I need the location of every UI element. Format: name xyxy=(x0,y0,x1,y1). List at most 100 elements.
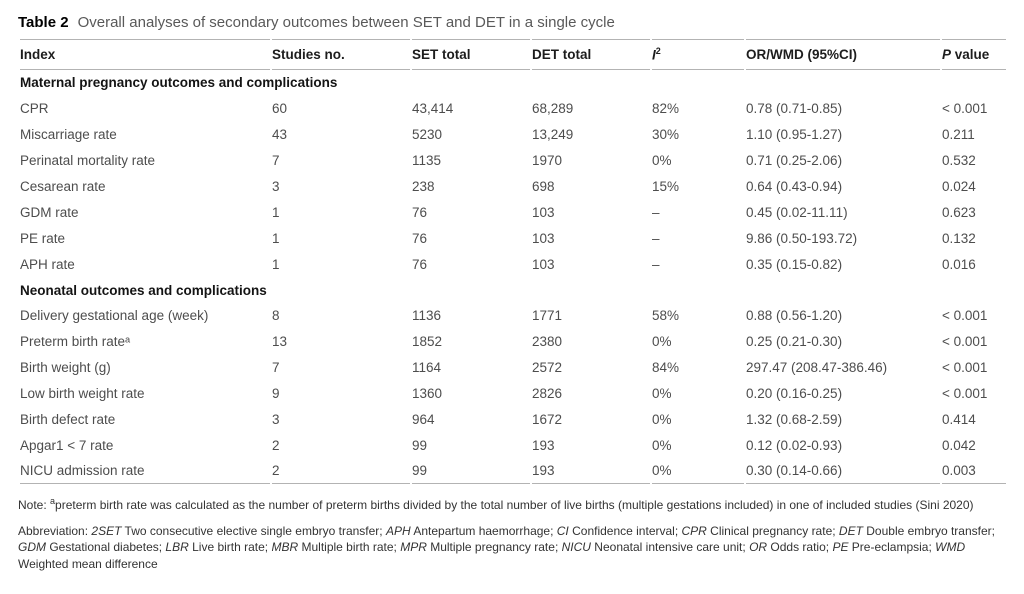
cell-set-total: 1135 xyxy=(412,153,442,169)
cell-index: Birth weight (g) xyxy=(20,360,111,376)
cell-det-total: 193 xyxy=(532,458,650,485)
col-header-or-wmd: OR/WMD (95%CI) xyxy=(746,39,940,70)
cell-index: APH rate xyxy=(20,256,75,272)
table-row: Birth defect rate 3 964 1672 0% 1.32 (0.68-2.… xyxy=(20,407,1006,433)
cell-set-total: 1164 xyxy=(412,360,442,376)
abbreviation-term: PE xyxy=(832,540,849,555)
cell-studies-no: 3 xyxy=(272,412,280,428)
cell-studies-no: 13 xyxy=(272,334,288,350)
cell-p-value: 0.532 xyxy=(942,153,976,169)
cell-p-value: < 0.001 xyxy=(942,308,988,324)
cell-or-wmd: 1.32 (0.68-2.59) xyxy=(746,412,843,428)
table-row: PE rate 1 76 103 – 9.86 (0.50-193.72) 0.132 xyxy=(20,225,1006,251)
table-caption-label: Table 2 xyxy=(18,14,69,31)
note-body: preterm birth rate was calculated as the… xyxy=(55,498,974,513)
note-text: Note: apreterm birth rate was calculated… xyxy=(18,493,1008,514)
cell-p-value: 0.016 xyxy=(942,256,976,272)
cell-det-total: 1771 xyxy=(532,308,563,324)
cell-i2: 84% xyxy=(652,360,680,376)
table-row: Preterm birth rateᵃ 13 1852 2380 0% 0.25 (0.2… xyxy=(20,329,1006,355)
cell-i2: 30% xyxy=(652,127,680,143)
abbreviation-term: MPR xyxy=(400,540,427,555)
cell-index: GDM rate xyxy=(20,204,79,220)
col-header-index: Index xyxy=(20,39,270,70)
cell-studies-no: 1 xyxy=(272,204,280,220)
cell-p-value: 0.024 xyxy=(942,179,976,194)
cell-i2: 15% xyxy=(652,179,680,194)
cell-studies-no: 3 xyxy=(272,179,280,194)
i2-symbol: I xyxy=(652,47,656,63)
table-row: NICU admission rate 2 99 193 0% 0.30 (0.14-0.… xyxy=(20,458,1006,485)
cell-or-wmd: 0.35 (0.15-0.82) xyxy=(746,256,843,272)
cell-det-total: 103 xyxy=(532,230,555,246)
cell-set-total: 99 xyxy=(412,458,530,485)
table-caption-text: Overall analyses of secondary outcomes b… xyxy=(77,14,615,31)
cell-i2: 0% xyxy=(652,153,672,169)
cell-index: Low birth weight rate xyxy=(20,386,145,402)
cell-set-total: 76 xyxy=(412,256,428,272)
abbreviation-text: Abbreviation: 2SET Two consecutive elect… xyxy=(18,523,1008,573)
abbreviation-label: Abbreviation: xyxy=(18,523,92,538)
cell-index: Apgar1 < 7 rate xyxy=(20,437,114,453)
cell-set-total: 238 xyxy=(412,179,435,194)
cell-index: Birth defect rate xyxy=(20,412,116,428)
cell-det-total: 68,289 xyxy=(532,101,574,117)
cell-det-total: 2826 xyxy=(532,386,563,402)
cell-set-total: 964 xyxy=(412,412,435,428)
cell-p-value: 0.132 xyxy=(942,230,976,246)
cell-or-wmd: 0.64 (0.43-0.94) xyxy=(746,179,843,194)
section-row: Neonatal outcomes and complications xyxy=(20,277,1006,303)
table-row: CPR 60 43,414 68,289 82% 0.78 (0.71-0.85) < 0.… xyxy=(20,96,1006,122)
cell-or-wmd: 0.88 (0.56-1.20) xyxy=(746,308,843,324)
abbreviation-items: 2SET Two consecutive elective single emb… xyxy=(18,523,995,571)
cell-det-total: 698 xyxy=(532,179,555,194)
note-superscript: a xyxy=(50,496,56,507)
cell-p-value: 0.003 xyxy=(942,458,1006,485)
cell-studies-no: 7 xyxy=(272,360,280,376)
cell-p-value: < 0.001 xyxy=(942,386,988,402)
cell-or-wmd: 0.12 (0.02-0.93) xyxy=(746,437,843,453)
cell-i2: 82% xyxy=(652,101,680,117)
abbreviation-term: CPR xyxy=(681,523,707,538)
col-header-set-total: SET total xyxy=(412,39,530,70)
table-row: Cesarean rate 3 238 698 15% 0.64 (0.43-0.94) 0… xyxy=(20,174,1006,200)
cell-i2: – xyxy=(652,256,660,272)
abbreviation-term: NICU xyxy=(561,540,591,555)
p-symbol: P xyxy=(942,47,952,62)
cell-set-total: 1136 xyxy=(412,308,442,324)
cell-det-total: 103 xyxy=(532,256,555,272)
cell-i2: 0% xyxy=(652,437,672,453)
cell-studies-no: 2 xyxy=(272,437,280,453)
cell-index: Cesarean rate xyxy=(20,179,106,194)
p-value-word: value xyxy=(954,47,990,62)
cell-det-total: 13,249 xyxy=(532,127,574,143)
cell-set-total: 99 xyxy=(412,437,428,453)
cell-or-wmd: 1.10 (0.95-1.27) xyxy=(746,127,843,143)
col-header-det-total: DET total xyxy=(532,39,650,70)
cell-or-wmd: 9.86 (0.50-193.72) xyxy=(746,230,858,246)
cell-i2: – xyxy=(652,230,660,246)
cell-p-value: < 0.001 xyxy=(942,334,988,350)
abbreviation-term: WMD xyxy=(935,540,966,555)
cell-or-wmd: 0.71 (0.25-2.06) xyxy=(746,153,843,169)
cell-index: Preterm birth rateᵃ xyxy=(20,334,131,350)
abbreviation-term: OR xyxy=(749,540,768,555)
header-row: Index Studies no. SET total DET total I2… xyxy=(20,39,1006,70)
cell-p-value: < 0.001 xyxy=(942,101,988,117)
i2-superscript: 2 xyxy=(655,46,661,57)
table-row: Delivery gestational age (week) 8 1136 1771… xyxy=(20,303,1006,329)
table-body: Maternal pregnancy outcomes and complica… xyxy=(20,70,1006,485)
table-row: GDM rate 1 76 103 – 0.45 (0.02-11.11) 0.623 xyxy=(20,199,1006,225)
cell-det-total: 2572 xyxy=(532,360,563,376)
table-row: Low birth weight rate 9 1360 2826 0% 0.20 (0.… xyxy=(20,381,1006,407)
abbreviation-term: GDM xyxy=(18,540,46,555)
table-row: Miscarriage rate 43 5230 13,249 30% 1.10 (0.9… xyxy=(20,122,1006,148)
cell-studies-no: 8 xyxy=(272,308,280,324)
cell-det-total: 103 xyxy=(532,204,555,220)
cell-set-total: 76 xyxy=(412,204,428,220)
cell-index: Miscarriage rate xyxy=(20,127,117,143)
cell-index: CPR xyxy=(20,101,49,117)
cell-set-total: 1360 xyxy=(412,386,443,402)
cell-studies-no: 1 xyxy=(272,230,280,246)
cell-i2: 0% xyxy=(652,458,744,485)
